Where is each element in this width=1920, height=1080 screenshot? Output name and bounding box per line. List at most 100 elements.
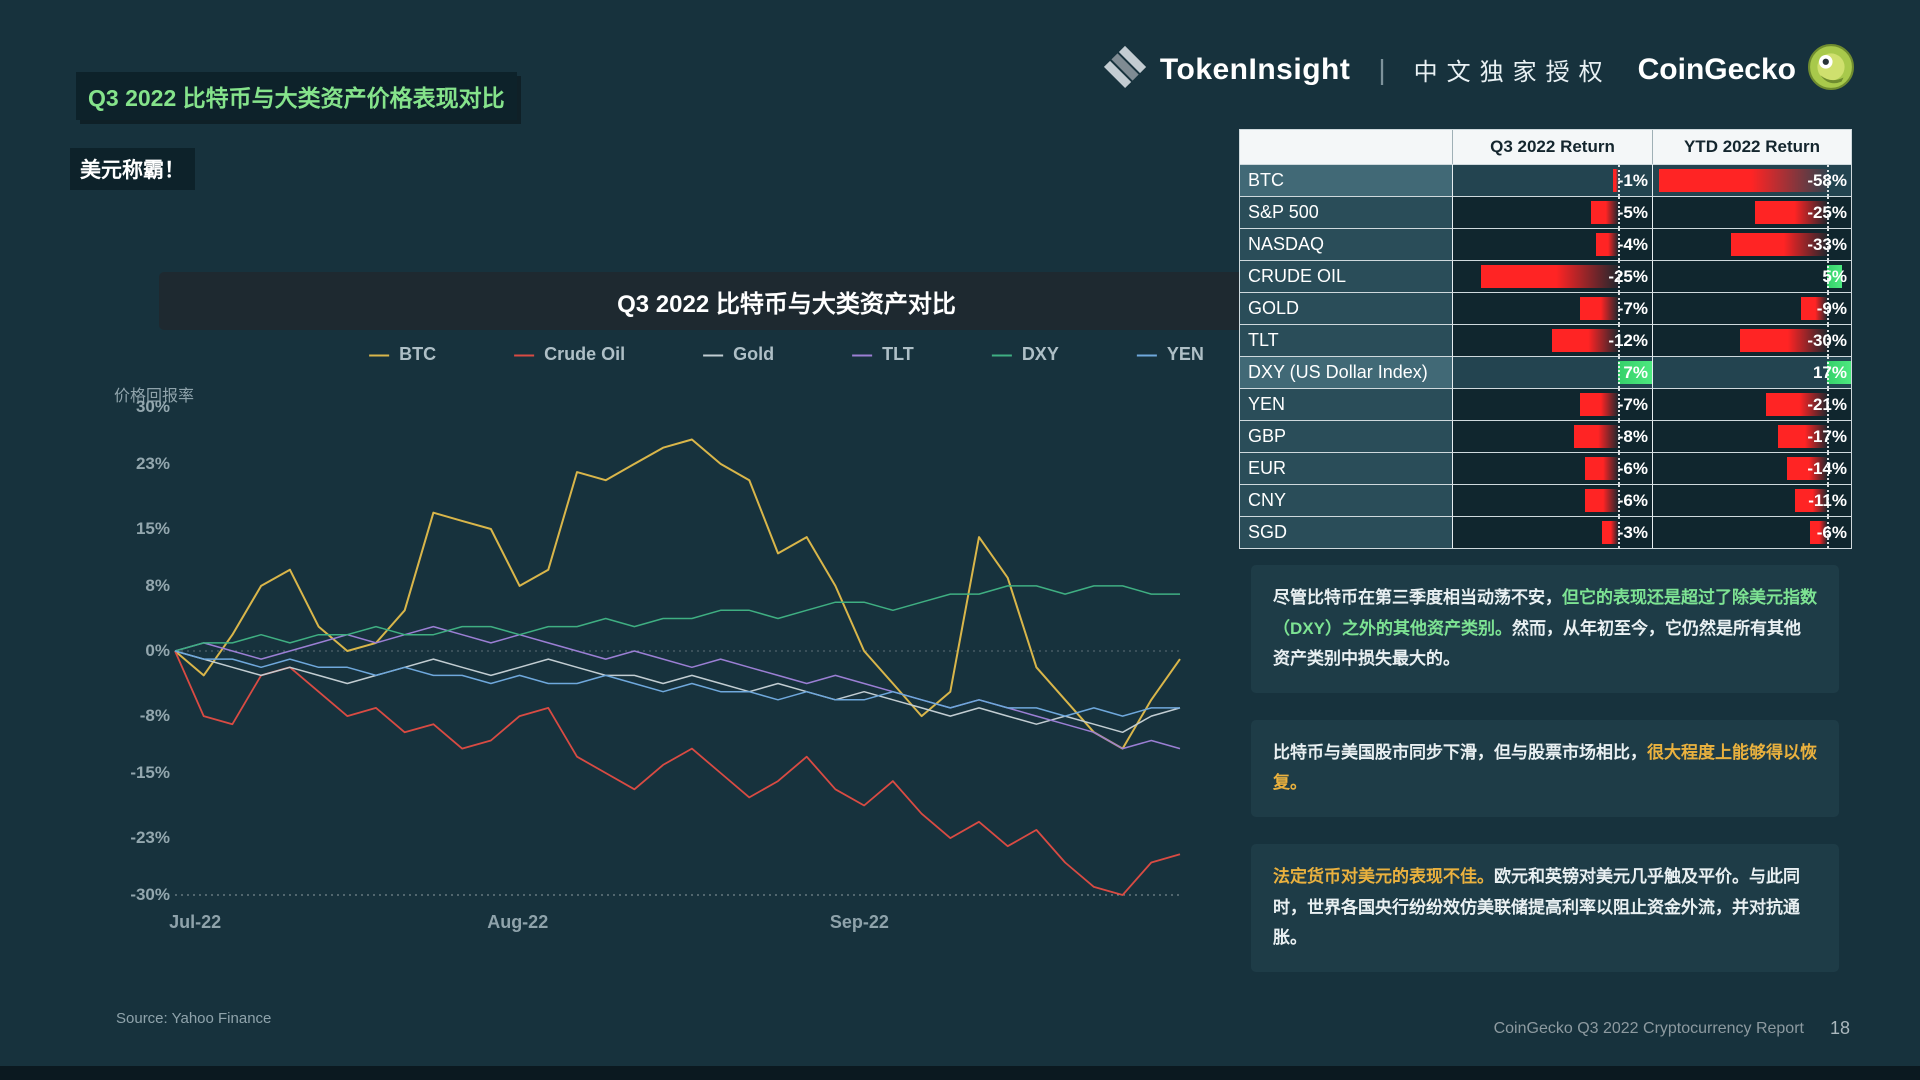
note-segment-normal: 比特币与美国股市同步下滑，但与股票市场相比， <box>1273 742 1647 762</box>
notes: 尽管比特币在第三季度相当动荡不安，但它的表现还是超过了除美元指数（DXY）之外的… <box>1251 565 1839 999</box>
return-value: -21% <box>1807 394 1847 414</box>
asset-name: CNY <box>1240 484 1452 516</box>
ytd-return-cell: -25% <box>1652 196 1851 228</box>
return-value: -5% <box>1617 202 1648 222</box>
tokeninsight-wordmark: TokenInsight <box>1159 52 1351 86</box>
zero-axis-line <box>1618 389 1621 420</box>
return-value: -1% <box>1617 170 1648 190</box>
chart-title-bar: Q3 2022 比特币与大类资产对比 <box>159 272 1414 330</box>
ytd-return-cell: -6% <box>1652 516 1851 548</box>
page-title: Q3 2022 比特币与大类资产价格表现对比 <box>76 72 517 120</box>
table-row: EUR -6% -14% <box>1240 452 1851 484</box>
legend-label: Gold <box>733 344 775 364</box>
return-value: -17% <box>1807 426 1847 446</box>
legend-item: — YEN <box>1137 344 1204 365</box>
ytd-return-cell: 5% <box>1652 260 1851 292</box>
positive-return-bar <box>1618 361 1652 384</box>
negative-return-bar <box>1786 457 1828 480</box>
x-tick-label: Aug-22 <box>487 912 549 932</box>
ytd-return-cell: -30% <box>1652 324 1851 356</box>
y-axis: 30% 23% 15% 8% 0% -8% -15% -23% -30% <box>60 397 170 904</box>
return-value: -6% <box>1816 522 1847 542</box>
series-line-yen <box>174 650 1180 717</box>
negative-return-bar <box>1795 489 1828 512</box>
table-header-row: Q3 2022 Return YTD 2022 Return <box>1240 130 1851 164</box>
legend-swatch: — <box>1136 343 1157 366</box>
q3-return-cell: 7% <box>1452 356 1652 388</box>
return-value: -12% <box>1608 330 1648 350</box>
zero-axis-line <box>1827 389 1830 420</box>
return-value: -33% <box>1807 234 1847 254</box>
return-value: -6% <box>1617 490 1648 510</box>
page-number: 18 <box>1829 1018 1850 1038</box>
table-row: S&P 500 -5% -25% <box>1240 196 1851 228</box>
coingecko-wordmark: CoinGecko <box>1637 52 1796 86</box>
zero-axis-line <box>1827 421 1830 452</box>
x-axis: Jul-22 Aug-22 Sep-22 <box>169 912 1180 942</box>
negative-return-bar <box>1601 521 1619 544</box>
legend-swatch: — <box>703 343 724 366</box>
y-tick-label: -15% <box>130 763 170 782</box>
bottom-strip <box>0 1066 1920 1080</box>
y-tick-label: 0% <box>145 641 170 660</box>
series-line-crude-oil <box>174 650 1181 896</box>
y-tick-label: 15% <box>135 519 170 538</box>
series-line-dxy <box>174 585 1180 652</box>
note-text: 比特币与美国股市同步下滑，但与股票市场相比，很大程度上能够得以恢复。 <box>1273 738 1817 799</box>
ytd-return-cell: -9% <box>1652 292 1851 324</box>
return-value: -25% <box>1608 266 1648 286</box>
table-row: GBP -8% -17% <box>1240 420 1851 452</box>
q3-return-cell: -7% <box>1452 292 1652 324</box>
zero-axis-line <box>1618 229 1621 260</box>
asset-name: NASDAQ <box>1240 228 1452 260</box>
chart-legend: — BTC — Crude Oil — Gold — TLT — DXY — YEN <box>159 344 1414 365</box>
asset-name: TLT <box>1240 324 1452 356</box>
coingecko-logo: CoinGecko <box>1638 44 1854 95</box>
legend-label: TLT <box>882 344 914 364</box>
negative-return-bar <box>1809 521 1828 544</box>
note-box: 尽管比特币在第三季度相当动荡不安，但它的表现还是超过了除美元指数（DXY）之外的… <box>1251 565 1839 693</box>
negative-return-bar <box>1480 265 1619 288</box>
note-segment-normal: 欧元和英镑对美元几乎触及平价。与此同时，世界各国央行纷纷效仿美联储提高利率以阻止… <box>1273 866 1800 948</box>
negative-return-bar <box>1596 233 1619 256</box>
return-value: -25% <box>1807 202 1847 222</box>
negative-return-bar <box>1801 297 1828 320</box>
legend-item: — Gold <box>703 344 774 365</box>
return-value: -6% <box>1617 458 1648 478</box>
negative-return-bar <box>1731 233 1828 256</box>
legend-item: — BTC <box>369 344 436 365</box>
return-value: 17% <box>1812 362 1847 382</box>
return-value: -3% <box>1617 522 1648 542</box>
note-segment-yellow: 很大程度上能够得以恢复。 <box>1273 742 1817 793</box>
note-segment-yellow: 法定货币对美元的表现不佳。 <box>1273 866 1494 886</box>
license-text: 中文独家授权 <box>1413 59 1612 86</box>
legend-label: Crude Oil <box>544 344 626 364</box>
y-tick-label: 8% <box>145 575 170 595</box>
brand-bar: TokenInsight | 中文独家授权 CoinGecko <box>1102 44 1854 95</box>
series-line-btc <box>174 438 1181 750</box>
ytd-return-cell: -14% <box>1652 452 1851 484</box>
table-row: CRUDE OIL -25% 5% <box>1240 260 1851 292</box>
table-row: GOLD -7% -9% <box>1240 292 1851 324</box>
zero-axis-line <box>1827 325 1830 356</box>
y-axis-title: 价格回报率 <box>114 388 195 405</box>
source-label: Source: Yahoo Finance <box>116 1010 272 1027</box>
negative-return-bar <box>1552 329 1619 352</box>
zero-axis-line <box>1618 293 1621 324</box>
positive-return-bar <box>1827 361 1851 384</box>
footer-report-title: CoinGecko Q3 2022 Cryptocurrency Report <box>1493 1019 1804 1037</box>
zero-axis-line <box>1827 357 1830 388</box>
q3-return-cell: -6% <box>1452 452 1652 484</box>
y-tick-label: -8% <box>139 706 170 726</box>
legend-swatch: — <box>991 343 1012 366</box>
line-chart <box>174 407 1181 896</box>
zero-axis-line <box>1618 197 1621 228</box>
ytd-return-cell: -33% <box>1652 228 1851 260</box>
ytd-return-cell: -17% <box>1652 420 1851 452</box>
return-value: -30% <box>1807 330 1847 350</box>
y-tick-label: 23% <box>135 453 170 473</box>
tokeninsight-icon <box>1102 44 1148 95</box>
zero-axis-line <box>1618 261 1621 292</box>
chart-svg <box>174 438 1181 896</box>
zero-axis-line <box>1827 485 1830 516</box>
